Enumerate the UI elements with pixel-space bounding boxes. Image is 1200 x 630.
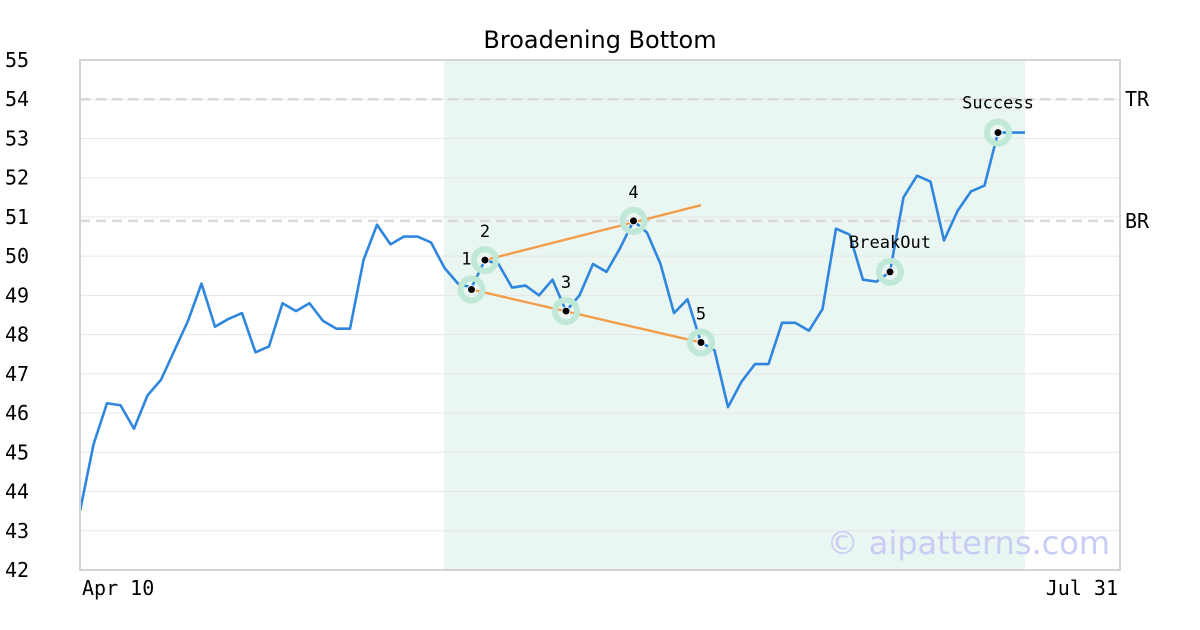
y-tick-label: 52 [5, 166, 29, 190]
y-tick-label: 55 [5, 48, 29, 72]
y-tick-label: 46 [5, 401, 29, 425]
pattern-point-label: 1 [461, 250, 471, 270]
y-tick-label: 47 [5, 362, 29, 386]
y-tick-label: 45 [5, 440, 29, 464]
pattern-point-label: 2 [480, 222, 490, 242]
y-axis-tick-labels: 42 43 44 45 46 47 48 49 50 51 52 53 54 55 [5, 48, 29, 582]
level-label: BR [1125, 209, 1150, 233]
watermark: © aipatterns.com [827, 524, 1110, 562]
pattern-point-label: BreakOut [849, 233, 931, 253]
y-tick-label: 54 [5, 87, 29, 111]
y-tick-label: 48 [5, 323, 29, 347]
pattern-point-label: 5 [696, 304, 706, 324]
pattern-points: 12 3 4 5 BreakOut Success [457, 94, 1034, 357]
pattern-point-label: Success [962, 94, 1034, 114]
pattern-point-dot [467, 285, 476, 294]
x-tick-label-end: Jul 31 [1046, 576, 1118, 600]
series-line-group [78, 131, 1025, 512]
pattern-point-halo [619, 206, 648, 235]
y-tick-label: 50 [5, 244, 29, 268]
pattern-point-dot [561, 306, 571, 316]
trendline [471, 288, 702, 344]
chart-title: Broadening Bottom [483, 26, 716, 54]
x-tick-label-start: Apr 10 [82, 576, 154, 600]
y-tick-label: 53 [5, 126, 29, 150]
y-tick-label: 44 [5, 480, 29, 504]
pattern-point-halo [471, 246, 499, 275]
plot-frame [79, 59, 1121, 571]
pattern-point-dot [629, 216, 638, 226]
pattern-point-dot [993, 128, 1003, 138]
y-tick-label: 43 [5, 519, 29, 543]
price-line [78, 131, 1025, 512]
pattern-point-dot [480, 255, 490, 265]
level-lines: TR BR [80, 87, 1150, 233]
pattern-point-halo [687, 328, 715, 357]
pattern-point-halo [984, 118, 1012, 147]
pattern-point-label: 4 [628, 183, 638, 203]
y-tick-label: 51 [5, 205, 29, 229]
pattern-point-halo [876, 257, 904, 286]
trendline [484, 203, 702, 262]
y-tick-label: 49 [5, 283, 29, 307]
pattern-point-dot [885, 267, 895, 277]
y-tick-label: 42 [5, 558, 29, 582]
trendlines [471, 203, 702, 344]
level-label: TR [1125, 87, 1150, 111]
pattern-point-halo [552, 297, 580, 326]
pattern-point-label: 3 [561, 273, 571, 293]
pattern-point-dot [696, 337, 706, 347]
pattern-point-halo [457, 275, 486, 304]
chart-shaded-region [443, 60, 1025, 570]
